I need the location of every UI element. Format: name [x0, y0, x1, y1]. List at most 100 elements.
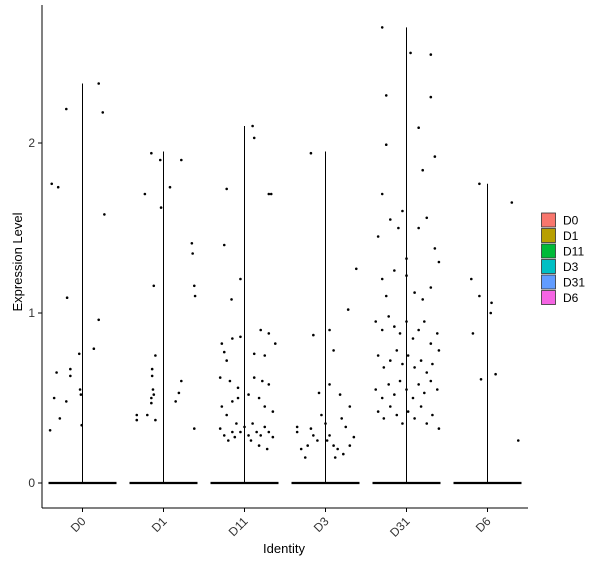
point-D11-5: [222, 243, 226, 247]
point-D6-9: [516, 439, 520, 442]
point-D3-28: [333, 456, 337, 459]
point-D11-26: [231, 400, 234, 403]
legend-label-D3: D3: [563, 260, 579, 274]
point-D1-15: [152, 393, 156, 396]
point-D11-28: [247, 393, 250, 396]
point-D11-8: [220, 342, 224, 345]
legend-label-D11: D11: [563, 245, 584, 259]
legend-swatch-D1: [541, 228, 556, 243]
point-D31-41: [401, 362, 404, 366]
x-axis-title: Identity: [263, 541, 305, 556]
point-D3-24: [348, 444, 352, 447]
point-D3-15: [312, 434, 315, 437]
point-D31-40: [395, 349, 399, 352]
point-D0-17: [80, 423, 83, 427]
point-D6-5: [489, 311, 493, 315]
point-D11-20: [236, 386, 240, 390]
point-D11-6: [230, 298, 233, 301]
point-D31-26: [374, 320, 378, 323]
point-D31-46: [431, 362, 434, 366]
point-D31-28: [387, 315, 390, 318]
y-tick-label-1: 1: [28, 306, 35, 320]
point-D31-21: [393, 269, 396, 272]
point-D31-23: [413, 291, 416, 294]
point-D1-23: [154, 418, 157, 422]
point-D1-3: [168, 185, 172, 189]
point-D3-3: [332, 349, 335, 352]
point-D11-39: [247, 434, 250, 437]
point-D31-30: [398, 332, 402, 335]
point-D3-9: [348, 405, 352, 408]
point-D11-18: [218, 376, 222, 379]
point-D1-2: [159, 206, 163, 209]
point-D31-47: [437, 349, 441, 352]
point-D3-14: [309, 427, 313, 430]
point-D31-20: [384, 294, 388, 298]
point-D11-48: [257, 444, 261, 447]
point-D0-19: [97, 318, 100, 322]
point-D11-49: [265, 447, 269, 451]
point-D11-7: [239, 277, 242, 281]
point-D31-61: [389, 405, 392, 408]
point-D3-10: [295, 425, 299, 429]
legend-label-D0: D0: [563, 214, 579, 228]
point-D11-32: [218, 427, 222, 430]
legend-swatch-D3: [541, 259, 556, 274]
point-D11-40: [251, 422, 254, 425]
point-D1-19: [135, 418, 139, 422]
point-D3-25: [352, 435, 356, 439]
y-tick-label-0: 0: [28, 476, 35, 490]
point-D31-2: [429, 53, 433, 56]
point-D11-29: [257, 396, 261, 400]
point-D1-11: [154, 354, 157, 357]
point-D31-25: [429, 286, 433, 289]
point-D11-3: [267, 192, 271, 196]
point-D0-9: [69, 374, 72, 378]
point-D1-6: [152, 284, 156, 288]
point-D31-50: [387, 383, 390, 386]
point-D1-7: [190, 242, 194, 245]
point-D31-44: [419, 359, 423, 362]
point-D11-0: [225, 187, 228, 191]
point-D0-2: [65, 107, 68, 111]
point-D11-34: [227, 439, 230, 442]
point-D1-5: [143, 192, 147, 196]
point-D31-14: [397, 226, 400, 230]
point-D31-18: [437, 260, 441, 264]
point-D31-0: [380, 26, 384, 29]
point-D0-6: [65, 296, 69, 300]
point-D11-38: [243, 425, 246, 429]
point-D11-25: [225, 413, 228, 417]
point-D3-1: [312, 333, 315, 337]
point-D11-31: [271, 410, 275, 413]
x-tick-label-D1: D1: [149, 514, 170, 535]
point-D31-45: [425, 371, 429, 374]
point-D1-17: [177, 391, 181, 395]
x-tick-label-D6: D6: [473, 514, 494, 535]
point-D11-12: [239, 335, 242, 339]
point-D31-11: [425, 216, 429, 220]
point-D1-12: [150, 367, 154, 371]
point-D3-2: [328, 328, 331, 332]
point-D3-6: [317, 391, 321, 395]
point-D11-21: [252, 376, 256, 379]
legend-label-D31: D31: [563, 276, 585, 290]
point-D6-1: [470, 277, 473, 281]
point-D11-44: [267, 430, 271, 434]
point-D0-13: [48, 429, 52, 432]
point-D11-24: [220, 405, 224, 408]
point-D31-36: [435, 332, 439, 335]
point-D31-63: [401, 422, 404, 425]
point-D31-42: [406, 354, 410, 357]
point-D31-12: [376, 235, 380, 238]
y-ticks: 0 1 2: [28, 136, 42, 490]
point-D6-4: [490, 301, 493, 305]
point-D31-10: [401, 209, 404, 213]
point-D11-14: [259, 328, 263, 332]
point-D11-9: [222, 350, 226, 354]
point-D31-7: [433, 155, 437, 158]
point-D31-13: [389, 218, 392, 221]
point-D11-10: [225, 359, 228, 362]
